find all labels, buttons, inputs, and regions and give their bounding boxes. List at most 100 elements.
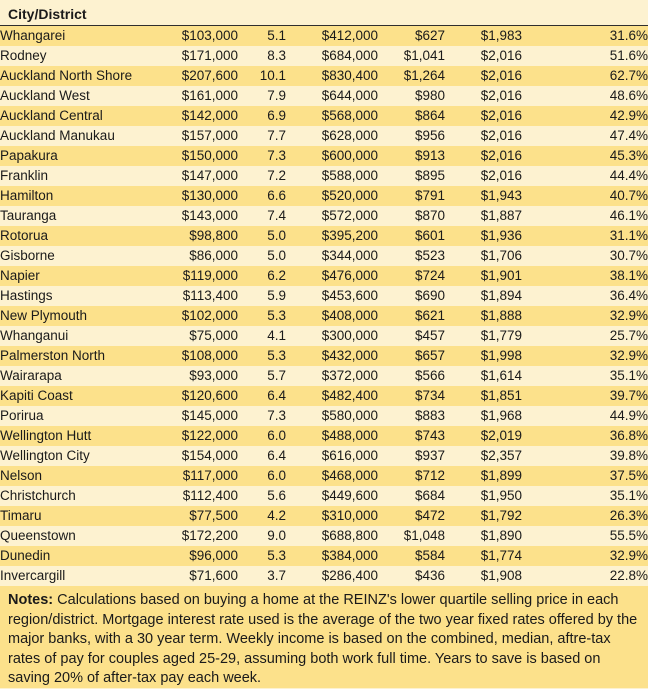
value-cell: 5.6 bbox=[267, 488, 286, 503]
column-header-city-district: City/District bbox=[8, 6, 87, 22]
notes-text: Calculations based on buying a home at t… bbox=[8, 592, 638, 686]
value-cell: $154,000 bbox=[181, 448, 238, 463]
city-name-cell: Napier bbox=[0, 268, 40, 283]
value-cell: 22.8% bbox=[609, 568, 648, 583]
value-cell: $712 bbox=[414, 468, 445, 483]
value-cell: 6.0 bbox=[267, 428, 286, 443]
value-cell: $830,400 bbox=[321, 68, 378, 83]
value-cell: $457 bbox=[414, 328, 445, 343]
value-cell: $171,000 bbox=[181, 48, 238, 63]
value-cell: $2,016 bbox=[480, 108, 522, 123]
value-cell: $883 bbox=[414, 408, 445, 423]
city-name-cell: Porirua bbox=[0, 408, 44, 423]
value-cell: $130,000 bbox=[181, 188, 238, 203]
value-cell: 7.3 bbox=[267, 148, 286, 163]
value-cell: $1,774 bbox=[480, 548, 522, 563]
value-cell: 45.3% bbox=[609, 148, 648, 163]
value-cell: $568,000 bbox=[321, 108, 378, 123]
city-name-cell: Christchurch bbox=[0, 488, 76, 503]
table-row: Hastings $113,400 5.9 $453,600 $690 $1,894 36.… bbox=[0, 286, 648, 306]
value-cell: $734 bbox=[414, 388, 445, 403]
value-cell: $621 bbox=[414, 308, 445, 323]
value-cell: $103,000 bbox=[181, 28, 238, 43]
value-cell: $684,000 bbox=[321, 48, 378, 63]
value-cell: $1,706 bbox=[480, 248, 522, 263]
value-cell: $161,000 bbox=[181, 88, 238, 103]
city-name-cell: Tauranga bbox=[0, 208, 57, 223]
city-name-cell: Palmerston North bbox=[0, 348, 106, 363]
value-cell: $482,400 bbox=[321, 388, 378, 403]
value-cell: 10.1 bbox=[259, 68, 286, 83]
notes-section: Notes: Calculations based on buying a ho… bbox=[0, 586, 648, 688]
value-cell: $2,019 bbox=[480, 428, 522, 443]
city-name-cell: Whanganui bbox=[0, 328, 69, 343]
city-name-cell: Timaru bbox=[0, 508, 42, 523]
city-name-cell: Invercargill bbox=[0, 568, 66, 583]
value-cell: $344,000 bbox=[321, 248, 378, 263]
data-table: Whangarei $103,000 5.1 $412,000 $627 $1,983 31… bbox=[0, 26, 648, 586]
value-cell: $616,000 bbox=[321, 448, 378, 463]
value-cell: 37.5% bbox=[609, 468, 648, 483]
value-cell: $2,357 bbox=[480, 448, 522, 463]
value-cell: 31.6% bbox=[609, 28, 648, 43]
value-cell: 5.9 bbox=[267, 288, 286, 303]
value-cell: $895 bbox=[414, 168, 445, 183]
value-cell: $2,016 bbox=[480, 128, 522, 143]
city-name-cell: Gisborne bbox=[0, 248, 55, 263]
city-name-cell: Kapiti Coast bbox=[0, 388, 73, 403]
value-cell: $1,792 bbox=[480, 508, 522, 523]
table-row: Napier $119,000 6.2 $476,000 $724 $1,901 38.1% bbox=[0, 266, 648, 286]
table-row: Gisborne $86,000 5.0 $344,000 $523 $1,706 30.7… bbox=[0, 246, 648, 266]
city-name-cell: Dunedin bbox=[0, 548, 51, 563]
value-cell: $113,400 bbox=[182, 288, 238, 303]
table-row: Auckland Manukau $157,000 7.7 $628,000 $956 $… bbox=[0, 126, 648, 146]
value-cell: $1,950 bbox=[480, 488, 522, 503]
city-name-cell: Wellington Hutt bbox=[0, 428, 92, 443]
value-cell: $1,887 bbox=[480, 208, 522, 223]
value-cell: 3.7 bbox=[267, 568, 286, 583]
value-cell: 6.6 bbox=[267, 188, 286, 203]
table-row: Tauranga $143,000 7.4 $572,000 $870 $1,887 46.… bbox=[0, 206, 648, 226]
value-cell: $937 bbox=[414, 448, 445, 463]
value-cell: $690 bbox=[414, 288, 445, 303]
value-cell: $147,000 bbox=[181, 168, 238, 183]
city-name-cell: Wairarapa bbox=[0, 368, 62, 383]
value-cell: $627 bbox=[414, 28, 445, 43]
value-cell: $372,000 bbox=[321, 368, 378, 383]
table-row: Whangarei $103,000 5.1 $412,000 $627 $1,983 31… bbox=[0, 26, 648, 46]
value-cell: $2,016 bbox=[480, 148, 522, 163]
value-cell: $2,016 bbox=[480, 68, 522, 83]
value-cell: $600,000 bbox=[321, 148, 378, 163]
value-cell: 5.0 bbox=[267, 228, 286, 243]
city-name-cell: Wellington City bbox=[0, 448, 90, 463]
value-cell: $956 bbox=[414, 128, 445, 143]
table-row: Auckland Central $142,000 6.9 $568,000 $864 $… bbox=[0, 106, 648, 126]
value-cell: $71,600 bbox=[189, 568, 238, 583]
city-name-cell: Queenstown bbox=[0, 528, 76, 543]
value-cell: 7.3 bbox=[267, 408, 286, 423]
city-name-cell: Hamilton bbox=[0, 188, 54, 203]
table-row: Auckland North Shore $207,600 10.1 $830,400… bbox=[0, 66, 648, 86]
city-name-cell: New Plymouth bbox=[0, 308, 88, 323]
value-cell: $1,041 bbox=[403, 48, 445, 63]
value-cell: $488,000 bbox=[321, 428, 378, 443]
value-cell: 48.6% bbox=[609, 88, 648, 103]
value-cell: $77,500 bbox=[189, 508, 238, 523]
city-name-cell: Rotorua bbox=[0, 228, 49, 243]
city-name-cell: Nelson bbox=[0, 468, 43, 483]
value-cell: $724 bbox=[414, 268, 445, 283]
value-cell: $520,000 bbox=[321, 188, 378, 203]
city-name-cell: Auckland Central bbox=[0, 108, 103, 123]
value-cell: 32.9% bbox=[609, 348, 648, 363]
table-header-row: City/District bbox=[0, 0, 648, 26]
value-cell: 6.4 bbox=[267, 448, 286, 463]
value-cell: $476,000 bbox=[321, 268, 378, 283]
value-cell: $472 bbox=[414, 508, 445, 523]
value-cell: $584 bbox=[414, 548, 445, 563]
value-cell: $1,901 bbox=[480, 268, 522, 283]
table-row: Whanganui $75,000 4.1 $300,000 $457 $1,779 25.… bbox=[0, 326, 648, 346]
value-cell: $143,000 bbox=[181, 208, 238, 223]
value-cell: 9.0 bbox=[267, 528, 286, 543]
value-cell: 6.9 bbox=[267, 108, 286, 123]
